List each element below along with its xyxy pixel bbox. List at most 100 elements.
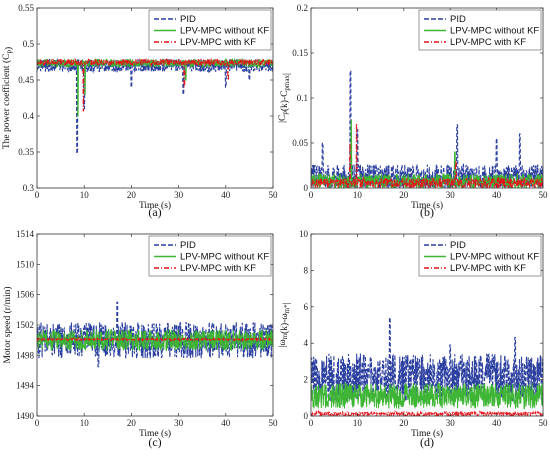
x-axis-label: Time (s) — [411, 428, 443, 439]
y-axis-label-part: |ω — [278, 339, 288, 347]
y-tick-label: 0.55 — [18, 3, 34, 13]
y-axis-label-part: p — [281, 111, 289, 115]
y-tick-label: 0.1 — [297, 93, 308, 103]
x-tick-label: 0 — [309, 190, 314, 200]
x-tick-label: 20 — [127, 190, 137, 200]
y-tick-label: 0.2 — [297, 3, 308, 13]
y-tick-label: 0.3 — [23, 183, 35, 193]
y-tick-label: 0.05 — [292, 138, 308, 148]
legend-entry: PID — [180, 240, 196, 251]
series-group — [311, 70, 543, 188]
x-axis-label: Time (s) — [139, 200, 171, 211]
legend-entry: PID — [180, 14, 196, 25]
chart-panel-b: 0 10 20 30 40 50 0 0.05 0.1 0.15 0.2 Time (s) |Cp(k)… — [278, 3, 548, 219]
y-tick-label: 1498 — [16, 350, 35, 360]
y-tick-label: 10 — [299, 229, 309, 239]
x-tick-label: 40 — [492, 190, 502, 200]
series-line-lpv-mpc-without-kf — [37, 57, 273, 117]
panel-label: (b) — [420, 205, 434, 219]
y-axis-label-part: | — [282, 73, 292, 75]
x-tick-label: 50 — [269, 190, 279, 200]
chart-panel-d: 0 10 20 30 40 50 0 2 4 6 8 10 Time (s) |ωm(k)-ωm*| (d)… — [278, 229, 548, 449]
y-axis-label-part: Motor speed (r/min) — [2, 286, 13, 363]
y-tick-label: 0.15 — [292, 48, 308, 58]
x-tick-label: 40 — [492, 418, 502, 428]
panel-label: (a) — [148, 205, 161, 219]
panel-label: (d) — [420, 435, 434, 449]
y-tick-label: 8 — [304, 265, 309, 275]
legend-entry: LPV-MPC without KF — [450, 26, 539, 37]
y-tick-label: 4 — [304, 338, 309, 348]
series-line-lpv-mpc-with-kf — [37, 336, 273, 343]
x-tick-label: 30 — [174, 418, 184, 428]
y-tick-label: 0 — [304, 411, 309, 421]
legend-entry: LPV-MPC with KF — [450, 37, 526, 48]
x-tick-label: 40 — [221, 190, 231, 200]
x-tick-label: 50 — [539, 418, 549, 428]
y-tick-label: 2 — [304, 375, 309, 385]
panel-label: (c) — [148, 435, 161, 449]
y-axis-label-part: m* — [283, 304, 291, 313]
x-tick-label: 30 — [446, 190, 456, 200]
y-tick-label: 0.35 — [18, 147, 34, 157]
series-line-pid — [37, 301, 273, 368]
legend-entry: PID — [450, 240, 466, 251]
y-axis-label-part: | — [282, 302, 292, 304]
series-group — [37, 301, 273, 368]
y-axis-label-part: p — [5, 50, 13, 54]
y-tick-label: 6 — [304, 302, 309, 312]
y-axis-label-part: ) — [3, 47, 14, 50]
y-tick-label: 1490 — [16, 411, 35, 421]
series-line-pid — [311, 70, 543, 188]
x-tick-label: 0 — [309, 418, 314, 428]
y-axis-label-part: (k)-ω — [279, 313, 290, 334]
y-tick-label: 0.5 — [23, 39, 35, 49]
series-line-lpv-mpc-without-kf — [311, 381, 543, 410]
legend-entry: LPV-MPC with KF — [180, 263, 256, 274]
y-tick-label: 0.45 — [18, 75, 34, 85]
x-tick-label: 0 — [35, 190, 40, 200]
y-tick-label: 1502 — [16, 320, 34, 330]
y-axis-label: The power coefficient (Cp) — [1, 47, 14, 149]
y-tick-label: 0 — [304, 183, 309, 193]
legend-entry: LPV-MPC without KF — [180, 252, 269, 263]
legend-entry: LPV-MPC without KF — [450, 252, 539, 263]
series-line-pid — [311, 317, 543, 402]
x-tick-label: 40 — [221, 418, 231, 428]
x-tick-label: 30 — [174, 190, 184, 200]
y-tick-label: 1510 — [16, 259, 35, 269]
series-line-lpv-mpc-with-kf — [37, 57, 273, 112]
legend-entry: LPV-MPC with KF — [450, 263, 526, 274]
series-group — [37, 57, 273, 154]
series-line-lpv-mpc-with-kf — [311, 122, 543, 188]
legend-entry: LPV-MPC without KF — [180, 26, 269, 37]
x-tick-label: 50 — [269, 418, 279, 428]
axes-frame — [310, 233, 544, 417]
series-group — [311, 317, 543, 416]
axes-frame — [36, 7, 274, 189]
x-tick-label: 10 — [353, 418, 363, 428]
y-tick-label: 0.4 — [23, 111, 35, 121]
x-tick-label: 50 — [539, 190, 549, 200]
x-tick-label: 10 — [353, 190, 363, 200]
x-tick-label: 20 — [127, 418, 137, 428]
x-tick-label: 10 — [80, 418, 90, 428]
y-axis-label: |ωm(k)-ωm*| — [278, 302, 292, 347]
y-axis-label-part: The power coefficient (C — [1, 54, 12, 150]
x-tick-label: 30 — [446, 418, 456, 428]
y-tick-label: 1514 — [16, 229, 35, 239]
y-tick-label: 1494 — [16, 381, 35, 391]
y-axis-label-part: |C — [278, 115, 288, 123]
x-axis-label: Time (s) — [139, 428, 171, 439]
x-tick-label: 20 — [399, 190, 409, 200]
x-tick-label: 10 — [80, 190, 90, 200]
x-tick-label: 0 — [35, 418, 40, 428]
y-axis-label-part: pmax — [283, 75, 291, 91]
x-axis-label: Time (s) — [411, 200, 443, 211]
legend-entry: LPV-MPC with KF — [180, 37, 256, 48]
y-tick-label: 1506 — [16, 290, 35, 300]
y-axis-label-part: (k)-C — [279, 91, 290, 112]
y-axis-label: |Cp(k)-Cpmax| — [278, 73, 292, 123]
